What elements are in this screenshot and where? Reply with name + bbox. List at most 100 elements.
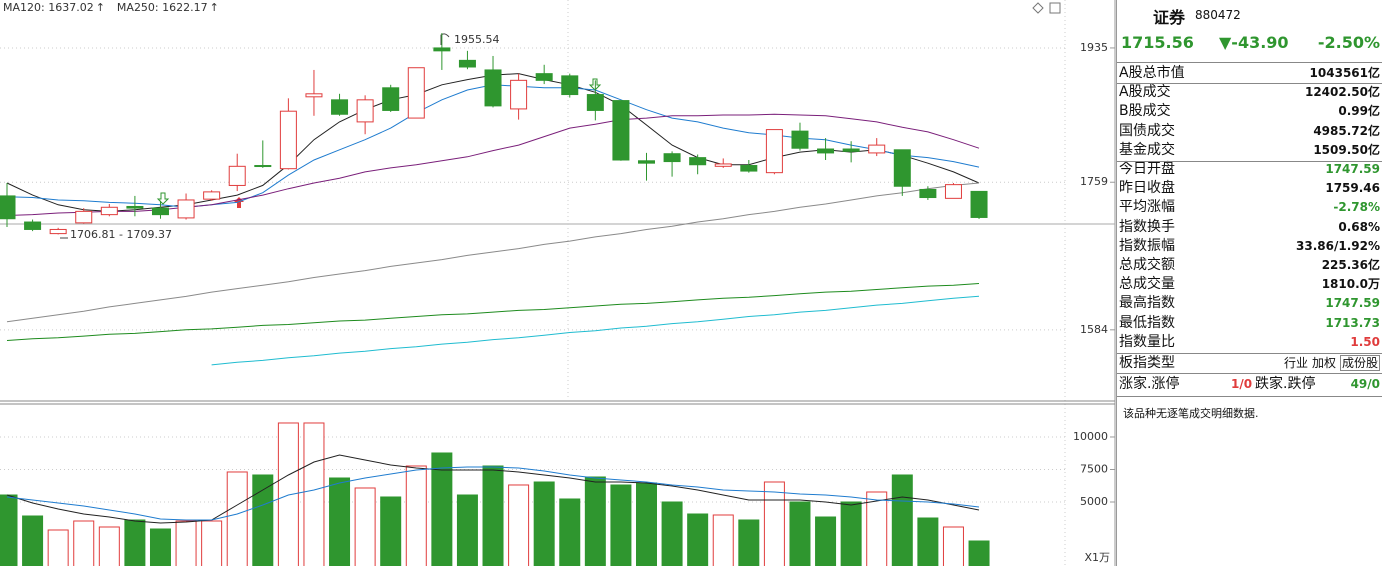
ma-line (6, 113, 980, 216)
volume-bar (405, 465, 427, 566)
price: 1715.56 (1121, 33, 1194, 52)
separator (1117, 62, 1382, 63)
volume-bar (508, 484, 530, 566)
annotation-flag (440, 33, 450, 45)
stats-value: 0.99亿 (1338, 104, 1380, 119)
candle-body (868, 144, 886, 154)
candle-body (791, 130, 809, 149)
volume-bar (584, 476, 606, 566)
separator (1117, 396, 1382, 397)
candle-body (535, 73, 553, 81)
stats-label: B股成交 (1119, 103, 1171, 120)
stats-row: 总成交量 1810.0万 (1119, 275, 1382, 294)
up-label: 涨家.涨停 (1119, 376, 1180, 392)
board-row: 板指类型 行业 加权 成份股 (1119, 354, 1382, 373)
stats-row: 平均涨幅 -2.78% (1119, 198, 1382, 217)
stats-value: 225.36亿 (1321, 258, 1380, 272)
candle-body (100, 206, 118, 216)
up-value: 1/0 (1231, 377, 1253, 391)
candle-body (407, 67, 425, 119)
stats-label: 基金成交 (1119, 141, 1175, 158)
y-tick-label: 10000 (1073, 430, 1108, 443)
legend-arrow: ↑ (96, 1, 105, 14)
stats-label: 指数换手 (1119, 218, 1175, 235)
stats-value: 1759.46 (1325, 181, 1380, 196)
volume-bar (175, 520, 197, 566)
volume-bar (917, 517, 939, 566)
candle-body (944, 184, 962, 199)
stats-value: 1713.73 (1325, 315, 1380, 330)
stats-value: -2.78% (1333, 200, 1380, 215)
stats-value: 1.50 (1350, 334, 1380, 349)
candle-body (279, 110, 297, 170)
stats-row: 最高指数 1747.59 (1119, 294, 1382, 313)
stats-label: A股成交 (1119, 84, 1171, 101)
ma-line (6, 182, 980, 323)
volume-bar (866, 491, 888, 566)
volume-bar (201, 520, 223, 566)
stats-row: 总成交额 225.36亿 (1119, 256, 1382, 275)
stats-value: 1810.0万 (1321, 277, 1380, 292)
board-option[interactable]: 成份股 (1339, 355, 1380, 371)
board-label: 板指类型 (1119, 355, 1175, 371)
volume-bar (277, 422, 299, 566)
board-option[interactable]: 行业 (1283, 356, 1308, 370)
volume-bar (815, 516, 837, 566)
legend-entry: MA250: 1622.17 (117, 1, 208, 14)
candle-body (510, 79, 528, 110)
volume-bar (252, 474, 274, 566)
stats-value: 0.68% (1338, 219, 1380, 234)
down-value: 49/0 (1350, 377, 1380, 391)
candle-body (689, 157, 707, 166)
volume-bar (149, 528, 171, 566)
stats-row: 指数换手 0.68% (1119, 218, 1382, 237)
stats-row: 基金成交 1509.50亿 (1119, 141, 1382, 160)
volume-bar (687, 513, 709, 566)
stats-row: 今日开盘 1747.59 (1119, 160, 1382, 179)
candle-body (817, 148, 835, 154)
stats-label: 总成交量 (1119, 276, 1175, 293)
board-option[interactable]: 加权 (1311, 356, 1336, 370)
candle-body (612, 100, 630, 161)
volume-bar (73, 520, 95, 566)
y-tick-label: 1759 (1080, 175, 1108, 188)
volume-bar (610, 484, 632, 566)
icon[interactable] (1032, 2, 1044, 14)
signal-arrow (156, 192, 170, 205)
ma-line (6, 283, 980, 341)
candle-body (586, 94, 604, 111)
volume-bar (968, 540, 990, 566)
separator (1117, 373, 1382, 374)
volume-bar (763, 481, 785, 566)
volume-bar (533, 481, 555, 566)
volume-bar (431, 452, 453, 566)
stats-value: 1509.50亿 (1313, 142, 1380, 157)
candle-body (663, 153, 681, 163)
candle-body (75, 210, 93, 224)
candle-body (765, 129, 783, 174)
legend-entry: MA120: 1637.02 (3, 1, 94, 14)
change: ▼-43.90 (1219, 33, 1289, 52)
candle-body (740, 165, 758, 172)
stats-row: 国债成交 4985.72亿 (1119, 122, 1382, 141)
candle-body (24, 221, 42, 230)
candle-body (203, 191, 221, 200)
candle-body (331, 99, 349, 115)
volume-bar (738, 519, 760, 566)
candle-body (305, 93, 323, 98)
volume-bar (124, 519, 146, 566)
stats-row: 昨日收盘 1759.46 (1119, 179, 1382, 198)
volume-bar (0, 494, 18, 566)
limit-row: 涨家.涨停 1/0 跌家.跌停 49/0 (1119, 375, 1382, 394)
volume-bar (226, 471, 248, 566)
candle-body (714, 163, 732, 167)
candle-body (458, 59, 476, 68)
icon[interactable] (1049, 2, 1061, 14)
stats-value: 4985.72亿 (1313, 123, 1380, 138)
ma-line (6, 454, 980, 524)
candle-body (638, 160, 655, 164)
ma-line (6, 466, 980, 521)
stats-row: A股成交 12402.50亿 (1119, 83, 1382, 102)
stats-label: 今日开盘 (1119, 161, 1175, 177)
